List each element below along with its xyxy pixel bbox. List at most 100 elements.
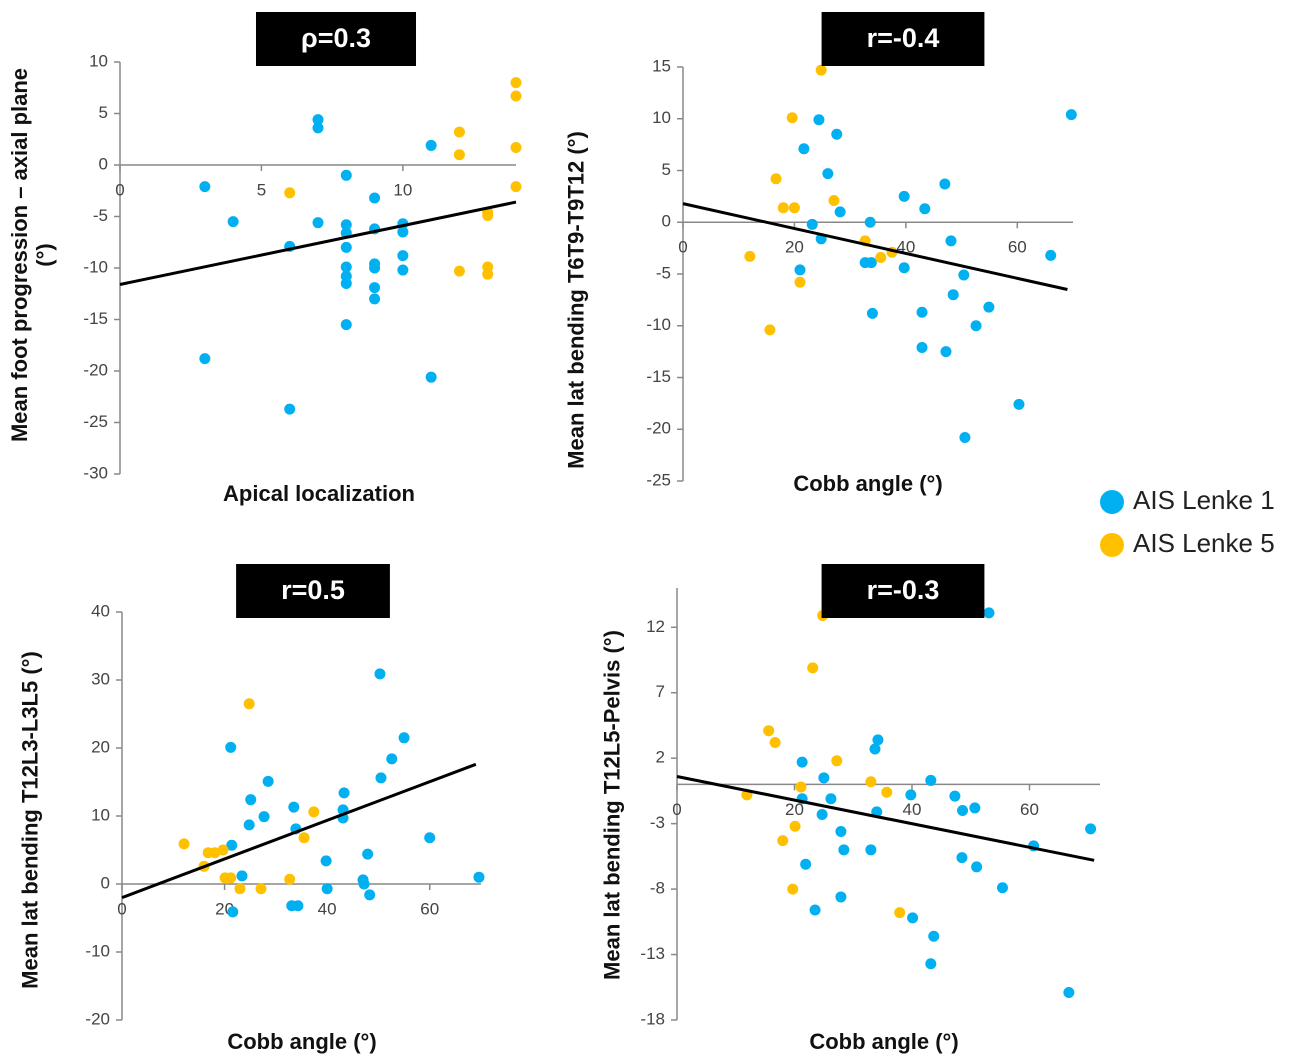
x-tick-label: 5: [257, 180, 266, 199]
x-axis-label: Cobb angle (°): [809, 1029, 958, 1054]
x-axis-label: Cobb angle (°): [793, 471, 942, 496]
point: [453, 265, 465, 277]
point: [865, 257, 877, 269]
point: [945, 235, 957, 247]
y-tick-label: -18: [640, 1009, 665, 1028]
point: [288, 801, 300, 813]
point: [362, 848, 374, 860]
point: [970, 320, 982, 332]
point: [825, 793, 837, 805]
point: [510, 141, 522, 153]
point: [386, 753, 398, 765]
point: [818, 772, 830, 784]
point: [996, 882, 1008, 894]
y-tick-label: 5: [662, 160, 671, 179]
point: [312, 122, 324, 134]
point: [940, 346, 952, 358]
point: [983, 607, 995, 619]
point: [243, 819, 255, 831]
point: [828, 195, 840, 207]
title-box: [821, 12, 985, 66]
point: [369, 192, 381, 204]
point: [424, 832, 436, 844]
point: [807, 662, 819, 674]
point: [226, 839, 238, 851]
y-tick-label: 40: [91, 601, 110, 620]
point: [795, 781, 807, 793]
point: [865, 776, 877, 788]
point: [312, 114, 324, 126]
point: [835, 891, 847, 903]
point: [881, 786, 893, 798]
title-box: [255, 12, 417, 66]
point: [905, 789, 917, 801]
y-tick-label: 10: [91, 805, 110, 824]
y-tick-label: 5: [99, 103, 108, 122]
y-tick-label: -30: [83, 463, 108, 482]
y-axis-label: Mean lat bending T12L5-Pelvis (°): [599, 630, 625, 980]
point: [358, 878, 370, 890]
x-tick-label: 40: [318, 899, 337, 918]
point: [510, 181, 522, 193]
x-axis-label: Cobb angle (°): [227, 1029, 376, 1054]
point: [831, 128, 843, 140]
point: [815, 64, 827, 76]
point: [957, 805, 969, 817]
point: [398, 732, 410, 744]
x-tick-label: 40: [903, 800, 922, 819]
point: [369, 282, 381, 294]
point: [983, 301, 995, 313]
point: [865, 844, 877, 856]
x-tick-label: 20: [785, 800, 804, 819]
point: [397, 264, 409, 276]
point: [835, 825, 847, 837]
point: [834, 206, 846, 218]
y-tick-label: 10: [89, 51, 108, 70]
point: [320, 855, 332, 867]
point: [284, 187, 296, 199]
point: [813, 114, 825, 126]
y-tick-label: 0: [662, 212, 671, 231]
point: [225, 741, 237, 753]
point: [199, 353, 211, 365]
point: [1085, 823, 1097, 835]
point: [764, 324, 776, 336]
y-tick-label: -20: [646, 419, 671, 438]
y-axis-label: Mean foot progression – axial plane (°): [7, 67, 57, 443]
legend-label: AIS Lenke 5: [1133, 528, 1275, 558]
point: [258, 811, 270, 823]
title-box: [821, 564, 985, 618]
point: [482, 209, 494, 221]
point: [397, 226, 409, 238]
point: [227, 906, 239, 918]
x-tick-label: 0: [115, 180, 124, 199]
point: [971, 861, 983, 873]
point: [243, 698, 255, 710]
point: [340, 169, 352, 181]
point: [777, 835, 789, 847]
point: [1065, 109, 1077, 121]
point: [292, 900, 304, 912]
point: [831, 755, 843, 767]
y-tick-label: 12: [646, 617, 665, 636]
point: [763, 725, 775, 737]
y-tick-label: -15: [83, 309, 108, 328]
point: [284, 873, 296, 885]
x-tick-label: 0: [678, 238, 687, 257]
y-tick-label: 30: [91, 669, 110, 688]
point: [374, 668, 386, 680]
trend-line: [682, 202, 1068, 291]
trend-line: [121, 762, 477, 900]
chart-title: r=-0.3: [867, 575, 940, 605]
point: [916, 306, 928, 318]
point: [1063, 987, 1075, 999]
trend-line: [119, 200, 517, 286]
point: [453, 149, 465, 161]
point: [510, 90, 522, 102]
point: [340, 261, 352, 273]
y-tick-label: -5: [93, 206, 108, 225]
y-tick-label: -25: [83, 412, 108, 431]
point: [425, 371, 437, 383]
